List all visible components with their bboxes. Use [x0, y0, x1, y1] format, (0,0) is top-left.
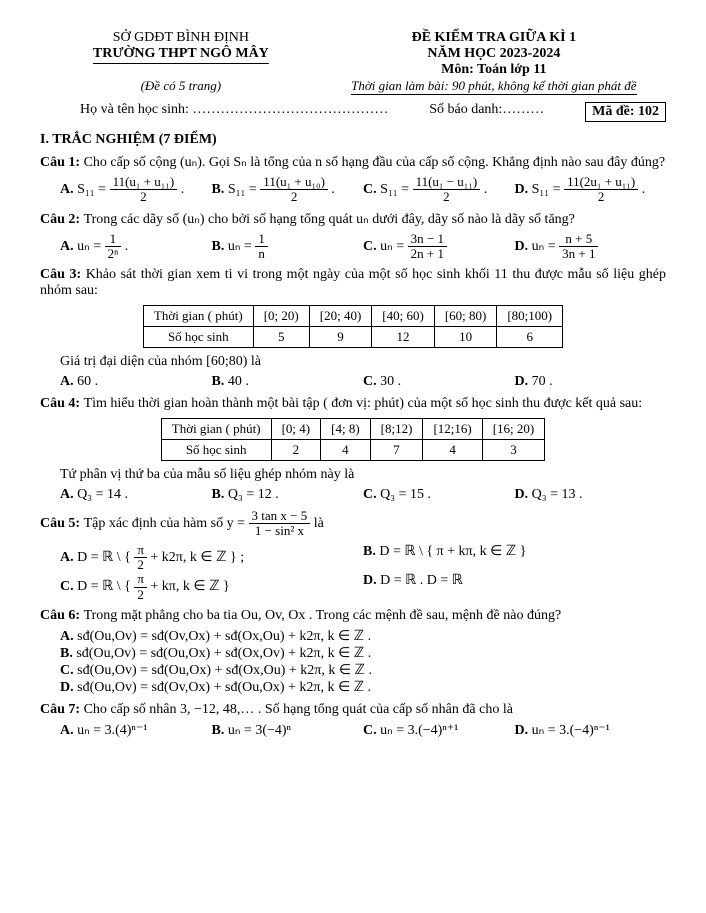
question-6: Câu 6: Trong mặt phẳng cho ba tia Ou, Ov…	[40, 608, 666, 624]
dept: SỞ GDĐT BÌNH ĐỊNH	[40, 30, 322, 46]
question-2: Câu 2: Trong các dãy số (uₙ) cho bởi số …	[40, 211, 666, 228]
q1-text: Cho cấp số cộng (uₙ). Gọi Sₙ là tổng của…	[84, 155, 666, 170]
q5-text: Tập xác định của hàm số	[84, 516, 227, 531]
name-label: Họ và tên học sinh: ……………………………………	[80, 102, 388, 122]
exam-title: ĐỀ KIỂM TRA GIỮA KÌ 1	[322, 30, 666, 46]
q3-answers: A. 60 . B. 40 . C. 30 . D. 70 .	[60, 374, 666, 390]
q5-answers: A. D = ℝ \ { π2 + k2π, k ∈ ℤ } ; B. D = …	[60, 543, 666, 602]
question-3: Câu 3: Khảo sát thời gian xem ti vi tron…	[40, 267, 666, 299]
q3-table: Thời gian ( phút)[0; 20)[20; 40)[40; 60)…	[143, 305, 563, 348]
q7-answers: A. uₙ = 3.(4)ⁿ⁻¹ B. uₙ = 3(−4)ⁿ C. uₙ = …	[60, 722, 666, 739]
exam-code: Mã đề: 102	[585, 102, 666, 122]
question-5: Câu 5: Tập xác định của hàm số y = 3 tan…	[40, 509, 666, 539]
q3-sub: Giá trị đại diện của nhóm [60;80) là	[60, 354, 666, 370]
exam-year: NĂM HỌC 2023-2024	[322, 46, 666, 62]
q6-answers: A. sđ(Ou,Ov) = sđ(Ov,Ox) + sđ(Ox,Ou) + k…	[60, 628, 666, 696]
id-label: Số báo danh:………	[429, 102, 544, 122]
q2-answers: A. uₙ = 12ⁿ . B. uₙ = 1n C. uₙ = 3n − 12…	[60, 232, 666, 262]
exam-subject: Môn: Toán lớp 11	[322, 62, 666, 78]
exam-time: Thời gian làm bài: 90 phút, không kể thờ…	[322, 78, 666, 94]
q4-text: Tìm hiểu thời gian hoàn thành một bài tậ…	[84, 396, 643, 411]
q3-text: Khảo sát thời gian xem ti vi trong một n…	[40, 267, 666, 298]
section-title: I. TRẮC NGHIỆM (7 ĐIỂM)	[40, 132, 666, 148]
q4-answers: A. Q₃ = 14 . B. Q₃ = 12 . C. Q₃ = 15 . D…	[60, 487, 666, 503]
q2-text: Trong các dãy số (uₙ) cho bởi số hạng tổ…	[84, 212, 575, 227]
header: SỞ GDĐT BÌNH ĐỊNH TRƯỜNG THPT NGÔ MÂY (Đ…	[40, 30, 666, 122]
q7-text: Cho cấp số nhân 3, −12, 48,… . Số hạng t…	[84, 702, 513, 717]
q1-answers: A. S₁₁ = 11(u₁ + u₁₁)2 . B. S₁₁ = 11(u₁ …	[60, 175, 666, 205]
question-4: Câu 4: Tìm hiểu thời gian hoàn thành một…	[40, 396, 666, 412]
question-1: Câu 1: Cho cấp số cộng (uₙ). Gọi Sₙ là t…	[40, 154, 666, 171]
page-note: (Đề có 5 trang)	[40, 78, 322, 94]
q4-sub: Tứ phân vị thứ ba của mẫu số liệu ghép n…	[60, 467, 666, 483]
q4-table: Thời gian ( phút)[0; 4)[4; 8)[8;12)[12;1…	[161, 418, 546, 461]
school: TRƯỜNG THPT NGÔ MÂY	[93, 46, 269, 64]
q6-text: Trong mặt phẳng cho ba tia Ou, Ov, Ox . …	[84, 608, 562, 623]
question-7: Câu 7: Cho cấp số nhân 3, −12, 48,… . Số…	[40, 702, 666, 718]
